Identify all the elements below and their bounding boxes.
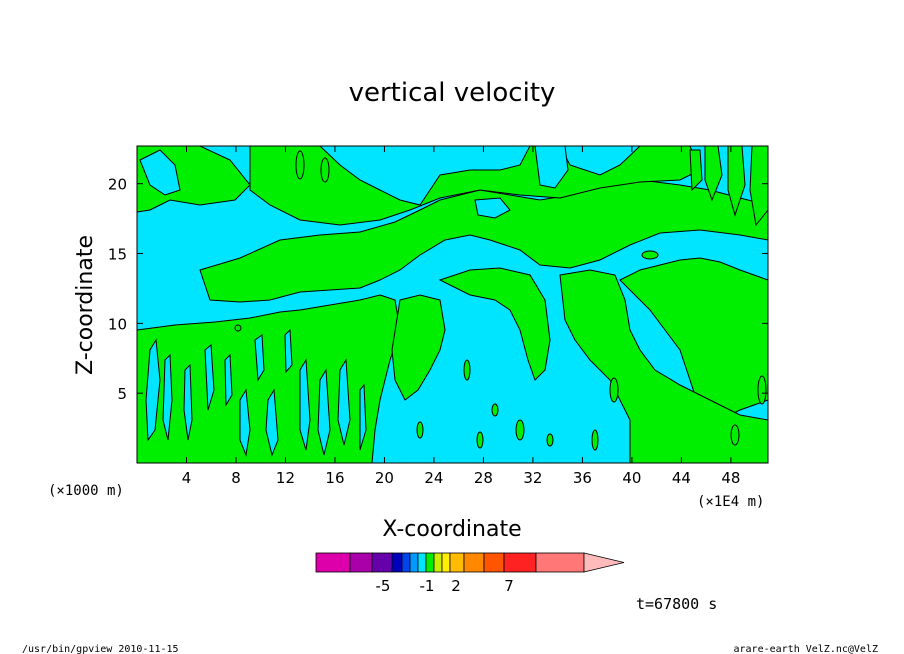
x-tick-label: 20 xyxy=(375,469,394,487)
colorbar-swatch xyxy=(433,552,443,573)
colorbar-swatch xyxy=(463,552,485,573)
x-axis: 4 8 12 16 20 24 28 32 36 40 44 48 xyxy=(182,146,740,487)
positive-velocity-regions xyxy=(137,146,768,463)
colorbar-swatch xyxy=(417,552,427,573)
colorbar-swatch xyxy=(371,552,393,573)
colorbar-swatch xyxy=(449,552,465,573)
x-tick-label: 4 xyxy=(182,469,192,487)
velocity-field xyxy=(137,146,768,463)
x-tick-label: 36 xyxy=(573,469,592,487)
colorbar-swatch xyxy=(315,552,351,573)
colorbar-labels: -5 -1 2 7 xyxy=(376,577,514,595)
colorbar-label: -1 xyxy=(420,577,435,595)
colorbar-label: 2 xyxy=(451,577,461,595)
x-tick-label: 48 xyxy=(721,469,740,487)
y-tick-label: 5 xyxy=(117,385,127,403)
y-tick-label: 15 xyxy=(108,246,127,264)
footer-left: /usr/bin/gpview 2010-11-15 xyxy=(22,644,179,654)
x-tick-label: 44 xyxy=(672,469,691,487)
x-axis-label: X-coordinate xyxy=(382,517,521,542)
colorbar-swatch xyxy=(401,552,411,573)
x-tick-label: 32 xyxy=(523,469,542,487)
x-tick-label: 24 xyxy=(424,469,443,487)
colorbar-arrow xyxy=(583,552,625,573)
y-axis-label: Z-coordinate xyxy=(73,235,98,375)
colorbar-swatch xyxy=(441,552,451,573)
x-tick-label: 40 xyxy=(622,469,641,487)
colorbar-swatch xyxy=(349,552,373,573)
chart-title: vertical velocity xyxy=(349,78,556,108)
x-unit-left: (×1000 m) xyxy=(48,483,124,499)
footer-right: arare-earth_VelZ.nc@VelZ xyxy=(734,644,879,654)
colorbar-swatch xyxy=(425,552,435,573)
y-tick-label: 20 xyxy=(108,176,127,194)
colorbar-swatch xyxy=(483,552,505,573)
x-tick-label: 16 xyxy=(325,469,344,487)
colorbar-swatch xyxy=(391,552,403,573)
x-tick-label: 8 xyxy=(231,469,241,487)
colorbar-swatch xyxy=(535,552,585,573)
colorbar-label: 7 xyxy=(504,577,514,595)
colorbar-swatch xyxy=(503,552,537,573)
x-tick-label: 28 xyxy=(474,469,493,487)
plot-frame xyxy=(136,145,769,464)
x-tick-label: 12 xyxy=(276,469,295,487)
colorbar-label: -5 xyxy=(376,577,391,595)
time-label: t=67800 s xyxy=(636,595,717,613)
negative-velocity-stripes xyxy=(139,146,569,457)
colorbar xyxy=(315,552,625,573)
x-unit-right: (×1E4 m) xyxy=(697,494,764,510)
colorbar-swatch xyxy=(409,552,419,573)
y-axis: 5 10 15 20 xyxy=(108,176,768,403)
y-tick-label: 10 xyxy=(108,315,127,333)
